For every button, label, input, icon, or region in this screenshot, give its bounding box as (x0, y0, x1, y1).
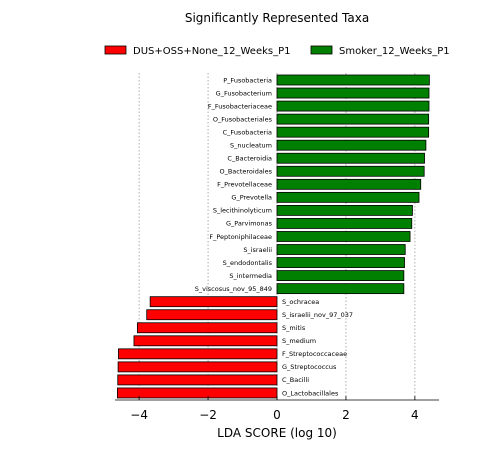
chart-title: Significantly Represented Taxa (185, 11, 369, 25)
bars (117, 74, 430, 399)
bar-label: S_mitis (282, 324, 306, 332)
bar (276, 204, 413, 216)
bar-label: S_ochracea (282, 298, 319, 306)
bar (276, 165, 425, 177)
bar (276, 152, 425, 164)
bar (146, 309, 278, 321)
bar-label: F_Fusobacteriaceae (208, 102, 272, 110)
bar-label: G_Prevotella (231, 194, 272, 202)
x-tick-label: −2 (199, 408, 217, 422)
bar (118, 348, 278, 360)
bar (276, 191, 420, 203)
bar (117, 387, 278, 399)
x-tick-label: −4 (130, 408, 148, 422)
bar-label: F_Peptoniphilaceae (209, 233, 272, 241)
x-axis: −4 −2 0 2 4 (115, 396, 439, 422)
bar-label: S_israelii_nov_97_037 (282, 311, 353, 319)
legend-swatch (310, 45, 333, 55)
bar-label: G_Streptococcus (282, 363, 337, 371)
bar (276, 178, 422, 190)
bar-label: S_endodontalis (223, 259, 273, 267)
bar-label: O_Fusobacteriales (213, 115, 273, 123)
bar-label: F_Streptococcaceae (282, 350, 347, 358)
legend-label: Smoker_12_Weeks_P1 (339, 46, 450, 57)
bar-label: P_Fusobacteria (223, 76, 272, 84)
x-tick-label: 4 (411, 408, 419, 422)
bar (276, 283, 405, 295)
bar-label: O_Lactobacillales (282, 389, 339, 397)
bar (276, 74, 430, 86)
bar-label: S_nucleatum (230, 142, 272, 150)
bar-label: S_lecithinolyticum (213, 207, 272, 215)
bar-label: C_Bacteroidia (227, 155, 272, 163)
bar-label: C_Fusobacteria (223, 128, 272, 136)
bar-label: O_Bacteroidales (219, 168, 272, 176)
bar (276, 244, 406, 255)
bar-label: G_Parvimonas (226, 220, 273, 228)
bar (117, 374, 278, 386)
bar (276, 218, 413, 229)
bar-label: S_intermedia (229, 272, 272, 280)
legend: DUS+OSS+None_12_Weeks_P1 Smoker_12_Weeks_… (104, 45, 450, 57)
bar-label: S_viscosus_nov_95_849 (195, 285, 272, 293)
bar (276, 87, 430, 99)
legend-label: DUS+OSS+None_12_Weeks_P1 (133, 46, 291, 57)
bar (276, 231, 411, 242)
bar (137, 322, 278, 334)
bar (276, 139, 427, 151)
bar (276, 100, 430, 112)
legend-swatch (104, 45, 127, 55)
bar-label: S_medium (282, 337, 316, 345)
bar-label: G_Fusobacterium (216, 89, 272, 97)
bar (276, 113, 430, 125)
bar (276, 126, 430, 138)
bar (276, 270, 405, 282)
bar (276, 257, 405, 268)
bar-labels: P_Fusobacteria G_Fusobacterium F_Fusobacte… (195, 76, 353, 397)
bar-label: C_Bacilli (282, 376, 309, 384)
bar (117, 361, 278, 373)
bar-label: S_israelii (243, 246, 272, 254)
bar-label: F_Prevotellaceae (217, 181, 272, 189)
x-tick-label: 0 (273, 408, 281, 422)
bar (133, 335, 278, 347)
x-tick-label: 2 (342, 408, 350, 422)
bar (149, 296, 278, 308)
x-axis-label: LDA SCORE (log 10) (217, 426, 337, 440)
